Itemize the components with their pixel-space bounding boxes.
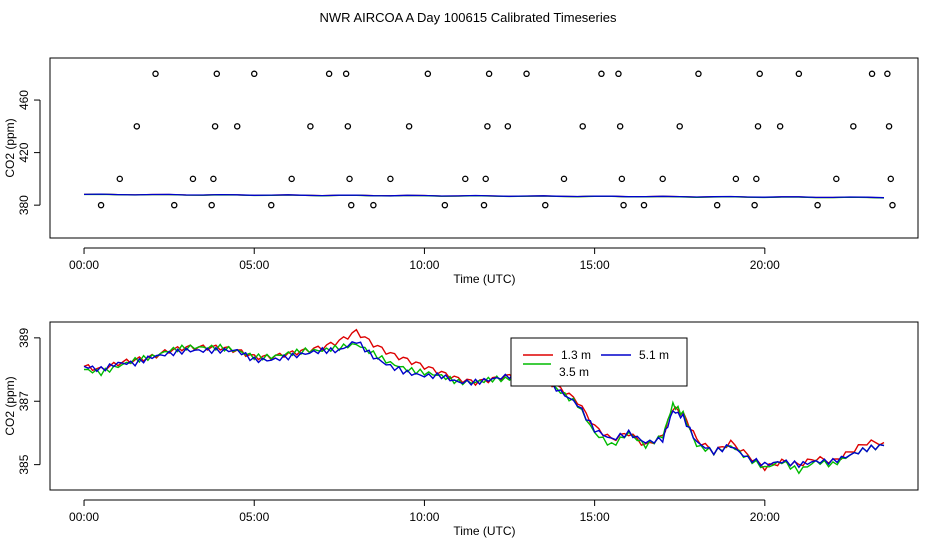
calibration-point — [370, 201, 377, 209]
calibration-point — [713, 201, 721, 209]
calibration-point — [170, 201, 178, 209]
calibration-point — [325, 70, 333, 78]
x-tick-label-1: 10:00 — [409, 258, 439, 272]
calibration-point — [462, 175, 469, 183]
x-tick-label-2: 20:00 — [750, 510, 780, 524]
x-tick-label-2: 05:00 — [239, 510, 269, 524]
calibration-point — [268, 201, 275, 209]
calibration-point — [480, 201, 488, 209]
y-tick-label-2: 389 — [17, 328, 31, 348]
chart-title: NWR AIRCOA A Day 100615 Calibrated Times… — [319, 10, 617, 25]
calibration-point — [542, 201, 549, 209]
calibration-point — [97, 201, 105, 209]
calibration-point — [889, 201, 896, 209]
legend-label: 5.1 m — [639, 348, 669, 362]
calibration-point — [484, 123, 491, 130]
calibration-point — [640, 201, 648, 209]
y-axis-label-1: CO2 (ppm) — [3, 118, 17, 177]
calibration-point — [133, 123, 141, 130]
calibration-point — [405, 123, 413, 130]
calibration-point — [233, 123, 241, 130]
calibration-point — [598, 70, 605, 78]
calibration-point — [618, 175, 626, 183]
calibration-point — [756, 70, 763, 78]
calibration-point — [579, 123, 586, 130]
x-tick-label-2: 15:00 — [580, 510, 610, 524]
calibration-point — [288, 175, 295, 183]
x-tick-label-1: 15:00 — [580, 258, 610, 272]
calibration-point — [424, 70, 432, 78]
calibration-point — [751, 201, 758, 209]
calibration-point — [116, 175, 124, 183]
calibration-point — [189, 175, 197, 183]
x-axis-label-2: Time (UTC) — [453, 524, 515, 538]
x-tick-label-1: 00:00 — [69, 258, 99, 272]
x-tick-label-1: 20:00 — [750, 258, 780, 272]
calibration-point — [211, 123, 219, 130]
plot-frame-2 — [49, 321, 919, 491]
calibration-point — [676, 123, 683, 130]
calibration-point — [208, 201, 215, 209]
y-tick-label-1: 420 — [17, 142, 31, 162]
y-tick-label-1: 460 — [17, 90, 31, 110]
calibration-point — [523, 70, 530, 78]
x-tick-label-2: 00:00 — [69, 510, 99, 524]
y-tick-label-1: 380 — [17, 195, 31, 215]
calibration-point — [441, 201, 449, 209]
calibration-point — [482, 175, 489, 183]
calibration-point — [504, 123, 512, 130]
calibration-point — [659, 175, 666, 183]
legend-box — [510, 337, 688, 387]
plot-frame-1 — [49, 57, 919, 239]
calibration-point — [776, 123, 784, 130]
calibration-point — [833, 175, 840, 183]
calibration-point — [210, 175, 217, 183]
calibration-point — [307, 123, 314, 130]
calibration-point — [868, 70, 876, 78]
calibration-point — [560, 175, 568, 183]
calibration-point — [616, 123, 624, 130]
calibration-point — [387, 175, 394, 183]
calibration-point — [754, 123, 762, 130]
calibration-point — [342, 70, 350, 78]
calibration-point — [346, 175, 353, 183]
calibration-point — [795, 70, 803, 78]
series-line-35m — [83, 342, 885, 475]
series-line-51m — [83, 340, 885, 469]
y-axis-label-2: CO2 (ppm) — [3, 376, 17, 435]
series-line-13m — [83, 328, 885, 472]
calibration-point — [615, 70, 622, 78]
calibration-point — [695, 70, 702, 78]
series-line-top-51m — [83, 193, 885, 199]
calibration-point — [732, 175, 740, 183]
x-tick-label-1: 05:00 — [239, 258, 269, 272]
x-axis-label-1: Time (UTC) — [453, 272, 515, 286]
y-tick-label-2: 387 — [17, 391, 31, 411]
calibration-point — [347, 201, 355, 209]
x-tick-label-2: 10:00 — [409, 510, 439, 524]
legend-label: 1.3 m — [561, 348, 591, 362]
calibration-point — [887, 175, 895, 183]
calibration-point — [620, 201, 627, 209]
calibration-point — [884, 70, 891, 78]
calibration-point — [250, 70, 258, 78]
calibration-point — [344, 123, 352, 130]
calibration-point — [814, 201, 821, 209]
calibration-point — [485, 70, 493, 78]
calibration-point — [213, 70, 221, 78]
calibration-point — [753, 175, 760, 183]
legend-label: 3.5 m — [559, 365, 589, 379]
calibration-point — [152, 70, 159, 78]
calibration-point — [850, 123, 857, 130]
y-tick-label-2: 385 — [17, 454, 31, 474]
calibration-point — [885, 123, 893, 130]
